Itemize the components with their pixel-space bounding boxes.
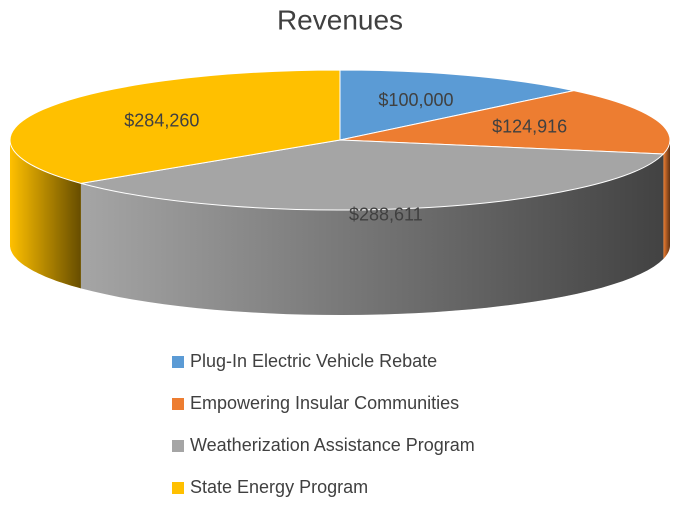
data-label: $288,611 — [349, 205, 423, 225]
legend-label: Empowering Insular Communities — [190, 393, 459, 413]
legend-label: Plug-In Electric Vehicle Rebate — [190, 351, 437, 371]
legend-swatch — [172, 482, 184, 494]
legend-swatch — [172, 356, 184, 368]
chart-title: Revenues — [277, 4, 403, 35]
data-label: $124,916 — [492, 117, 567, 137]
legend-swatch — [172, 440, 184, 452]
legend-label: State Energy Program — [190, 477, 368, 497]
slice — [339, 69, 574, 141]
slice — [9, 69, 341, 184]
slice — [339, 90, 671, 155]
slice — [80, 139, 665, 211]
slice-side-shade — [663, 140, 670, 259]
legend-swatch — [172, 398, 184, 410]
slice-side-shade — [80, 153, 664, 315]
slice-side-shade — [10, 140, 81, 289]
legend-label: Weatherization Assistance Program — [190, 435, 475, 455]
data-label: $100,000 — [378, 90, 453, 110]
data-label: $284,260 — [124, 110, 199, 130]
